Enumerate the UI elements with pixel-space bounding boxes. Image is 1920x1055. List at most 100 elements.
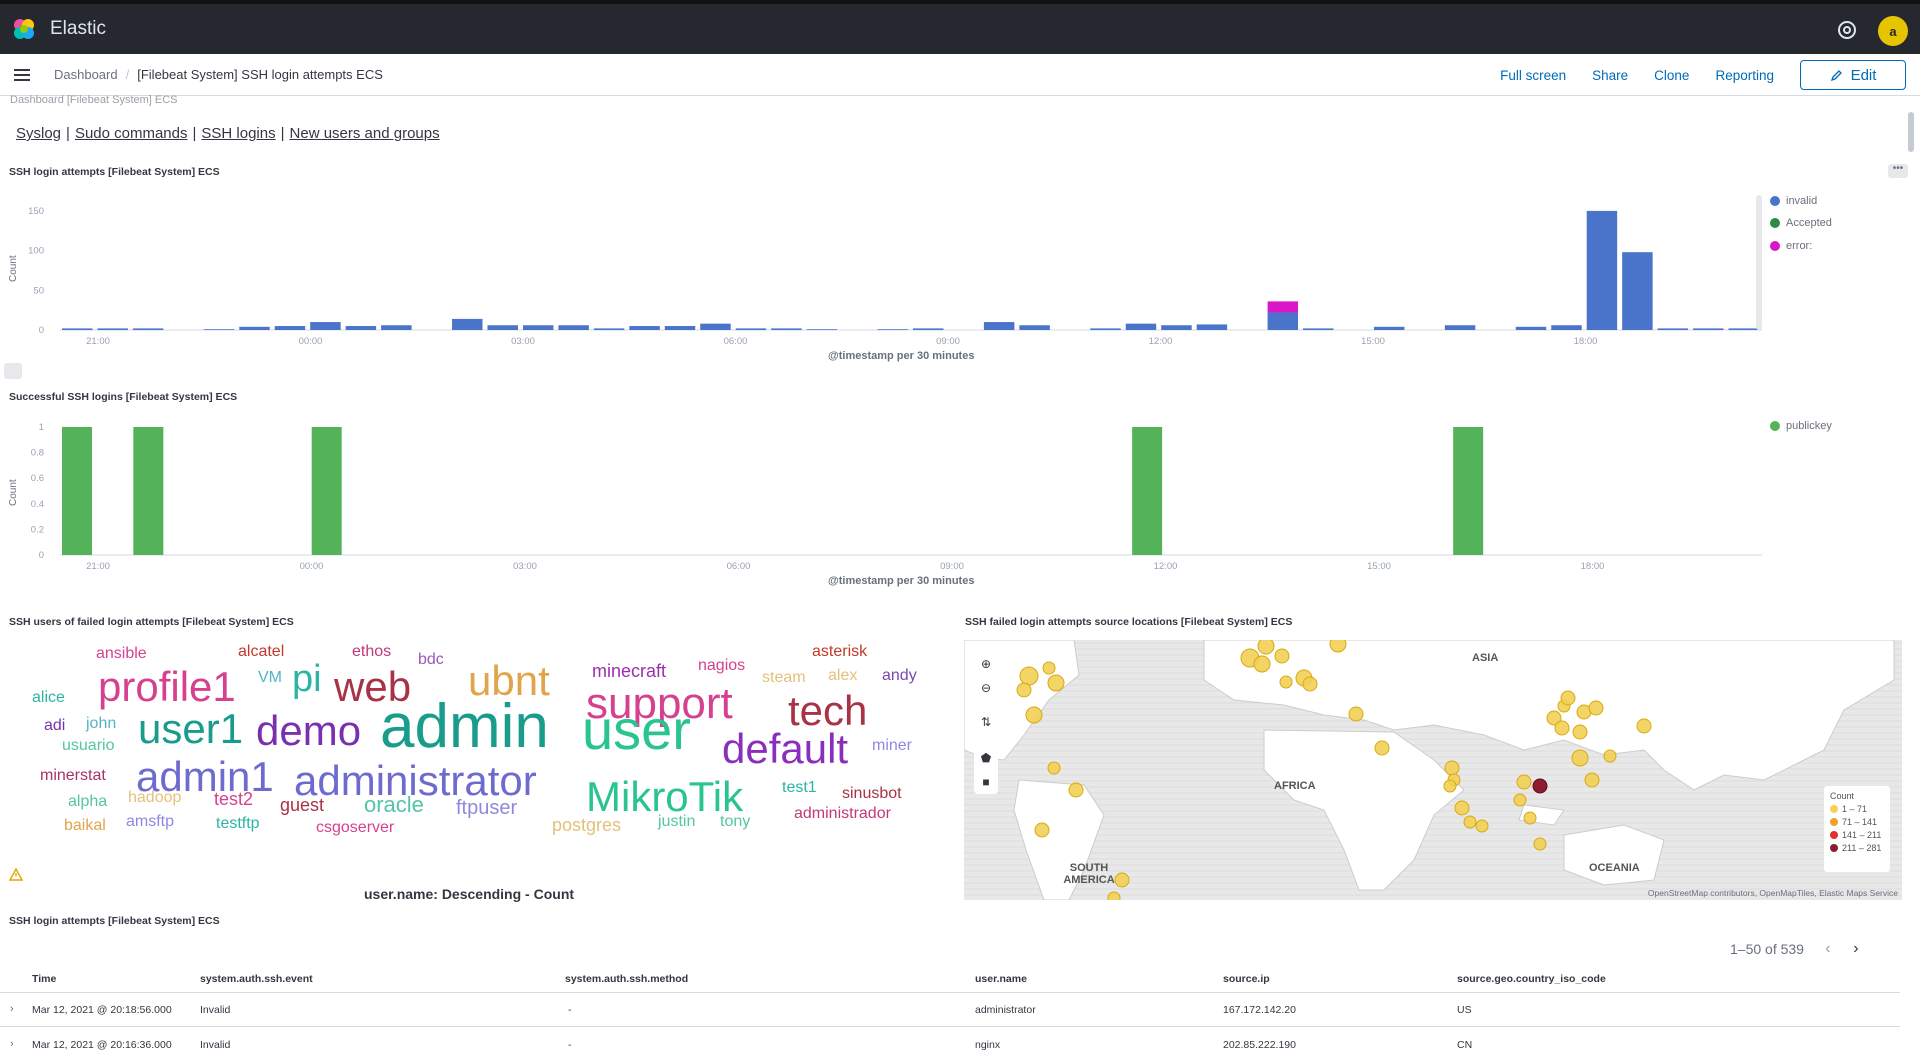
bar-error[interactable] [1267,301,1299,313]
link-syslog[interactable]: Syslog [16,125,62,142]
bar-invalid[interactable] [522,325,554,330]
cloud-word[interactable]: usuario [62,737,115,754]
panel-options-icon[interactable]: ••• [1888,164,1908,178]
map-point[interactable] [1523,811,1537,825]
bar-invalid[interactable] [664,326,696,330]
world-map[interactable]: ⊕ ⊖ ⇅ ⬟ ■ ASIA AFRICA SOUTH AMERICA OCEA… [964,640,1902,900]
bar-invalid[interactable] [735,328,767,330]
bar-invalid[interactable] [877,329,908,330]
bar-invalid[interactable] [1196,324,1228,330]
cloud-word[interactable]: user [582,698,691,761]
menu-toggle-icon[interactable] [14,66,30,84]
bar-invalid[interactable] [771,328,802,330]
share-button[interactable]: Share [1592,67,1629,83]
cloud-word[interactable]: ethos [352,643,392,660]
cloud-word[interactable]: MikroTik [586,773,744,820]
bar-invalid[interactable] [983,322,1015,330]
map-point[interactable] [1016,682,1032,698]
map-point[interactable] [1019,666,1039,686]
map-point[interactable] [1475,819,1489,833]
cloud-word[interactable]: minecraft [592,661,667,681]
bar-invalid[interactable] [381,325,412,330]
map-point[interactable] [1588,700,1604,716]
list-icon[interactable] [4,363,22,379]
cloud-word[interactable]: pi [292,658,322,700]
map-point[interactable] [1274,648,1290,664]
bar-invalid[interactable] [1622,252,1653,330]
map-point-max[interactable] [1532,778,1548,794]
cloud-word[interactable]: postgres [552,815,622,835]
fit-to-data-button[interactable]: ⇅ [980,715,992,729]
bar-invalid[interactable] [132,328,164,330]
map-point[interactable] [1114,872,1130,888]
cloud-word[interactable]: baikal [64,817,106,834]
col-ssh-method[interactable]: system.auth.ssh.method [565,973,689,985]
bar-publickey[interactable] [1132,427,1163,555]
col-country-code[interactable]: source.geo.country_iso_code [1457,973,1606,985]
bar-invalid[interactable] [97,328,128,330]
map-point[interactable] [1546,710,1562,726]
legend-item-publickey[interactable]: publickey [1770,420,1832,432]
map-point[interactable] [1025,706,1043,724]
cloud-word[interactable]: administrador [794,805,891,822]
cloud-word[interactable]: tech [788,687,868,734]
map-point[interactable] [1047,674,1065,692]
cloud-word[interactable]: amsftp [126,813,175,830]
map-point[interactable] [1603,749,1617,763]
map-point[interactable] [1571,749,1589,767]
col-user-name[interactable]: user.name [975,973,1027,985]
bar-publickey[interactable] [311,427,342,555]
map-point[interactable] [1034,822,1050,838]
map-point[interactable] [1302,676,1318,692]
map-point[interactable] [1533,837,1547,851]
cloud-word[interactable]: admin1 [136,753,274,800]
bar-invalid[interactable] [913,328,944,330]
zoom-out-button[interactable]: ⊖ [980,681,992,695]
bar-invalid[interactable] [1515,326,1547,330]
cloud-word[interactable]: ftpuser [456,797,518,819]
user-avatar[interactable]: a [1878,16,1908,46]
cloud-word[interactable]: web [334,663,412,710]
cloud-word[interactable]: VM [258,669,282,686]
bar-invalid[interactable] [239,326,270,330]
bar-invalid[interactable] [1019,325,1050,330]
cloud-word[interactable]: minerstat [40,767,106,784]
map-point[interactable] [1513,793,1527,807]
cloud-word[interactable]: alex [828,667,858,684]
bar-invalid[interactable] [593,328,625,330]
bar-invalid[interactable] [62,328,93,330]
bar-invalid[interactable] [274,326,306,330]
cloud-word[interactable]: john [86,715,117,732]
cloud-word[interactable]: ubnt [468,657,550,704]
bar-invalid[interactable] [310,322,341,330]
page-scrollbar[interactable] [1908,112,1914,152]
cloud-word[interactable]: profile1 [98,663,236,710]
cloud-word[interactable]: demo [256,707,362,754]
bar-invalid[interactable] [629,326,660,330]
cloud-word[interactable]: user1 [138,705,244,752]
bar-invalid[interactable] [700,323,731,330]
bar-invalid[interactable] [345,326,377,330]
bar-invalid[interactable] [1693,328,1724,330]
warning-icon[interactable] [9,868,23,881]
edit-button[interactable]: Edit [1800,60,1906,90]
cloud-word[interactable]: adi [44,717,66,734]
zoom-in-button[interactable]: ⊕ [980,657,992,671]
map-point[interactable] [1047,761,1061,775]
bar-invalid[interactable] [1090,328,1121,330]
bar-invalid[interactable] [1551,325,1582,330]
map-point[interactable] [1257,640,1275,655]
map-point[interactable] [1584,772,1600,788]
cloud-word[interactable]: oracle [364,792,424,817]
col-source-ip[interactable]: source.ip [1223,973,1270,985]
map-point[interactable] [1454,800,1470,816]
legend-item-invalid[interactable]: invalid [1770,195,1817,207]
draw-bounds-button[interactable]: ■ [982,775,990,789]
map-point[interactable] [1374,740,1390,756]
cloud-word[interactable]: admin [380,692,549,761]
cloud-word[interactable]: guest [280,795,325,815]
map-point[interactable] [1348,706,1364,722]
cloud-word[interactable]: ansible [96,645,147,662]
bar-invalid[interactable] [203,329,235,330]
cloud-word[interactable]: sinusbot [842,785,902,802]
